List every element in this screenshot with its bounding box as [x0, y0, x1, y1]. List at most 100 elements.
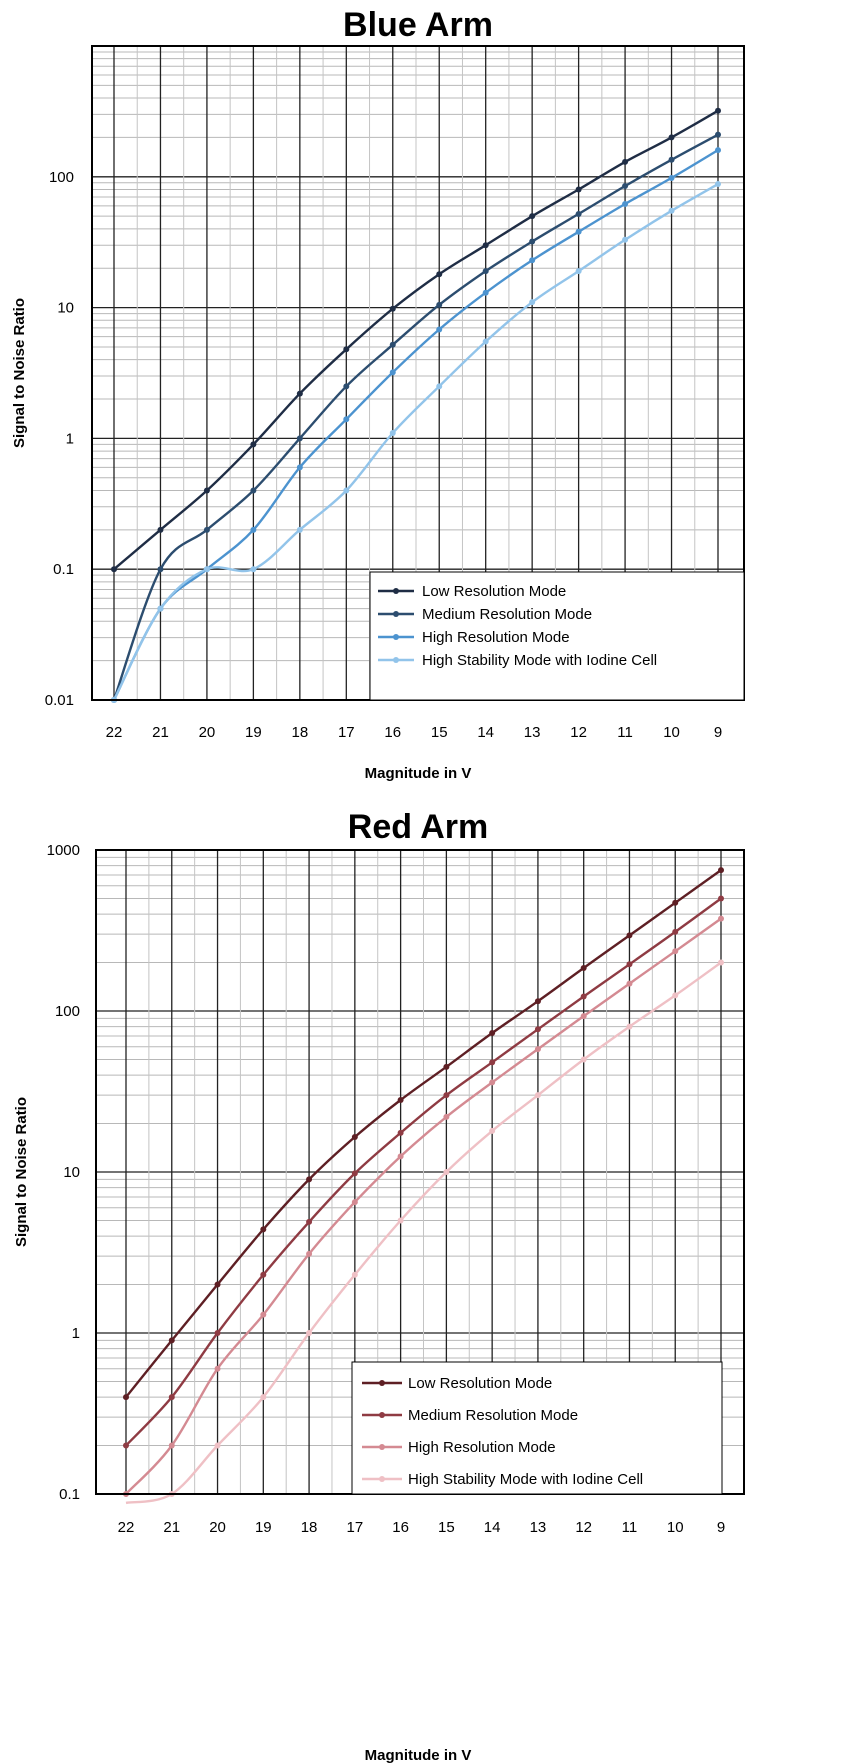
data-point: [443, 1063, 450, 1070]
data-point: [580, 993, 587, 1000]
data-point: [389, 305, 396, 312]
y-axis-label: Signal to Noise Ratio: [13, 1097, 30, 1247]
data-point: [622, 158, 629, 165]
data-point: [436, 326, 443, 333]
legend-box: [351, 1361, 723, 1495]
data-point: [351, 1271, 358, 1278]
data-point: [168, 1442, 175, 1449]
data-point: [580, 1013, 587, 1020]
legend-entry: High Resolution Mode: [378, 629, 570, 646]
legend-box: [369, 571, 745, 701]
data-point: [482, 338, 489, 345]
legend-entry: High Resolution Mode: [362, 1439, 556, 1456]
data-point: [157, 526, 164, 533]
data-point: [672, 899, 679, 906]
data-point: [250, 566, 257, 573]
data-point: [672, 948, 679, 955]
y-tick-label: 0.01: [45, 692, 74, 709]
data-point: [343, 346, 350, 353]
data-point: [123, 1442, 129, 1449]
y-tick-label: 1000: [47, 842, 80, 859]
x-tick-label: 20: [199, 724, 216, 741]
data-point: [626, 980, 633, 987]
data-point: [575, 228, 582, 235]
data-point: [715, 181, 721, 188]
data-point: [489, 1059, 496, 1066]
y-axis-label: Signal to Noise Ratio: [11, 298, 28, 448]
data-point: [443, 1092, 450, 1099]
data-point: [306, 1330, 313, 1336]
y-tick-label: 1: [66, 430, 74, 447]
data-point: [214, 1442, 221, 1449]
x-tick-label: 19: [245, 724, 262, 741]
data-point: [260, 1311, 267, 1318]
data-point: [111, 566, 117, 573]
data-point: [534, 1046, 541, 1053]
data-point: [343, 383, 350, 390]
data-point: [168, 1337, 175, 1344]
x-tick-label: 12: [575, 1519, 592, 1536]
data-point: [622, 183, 629, 190]
data-point: [715, 147, 721, 154]
data-point: [389, 369, 396, 376]
x-tick-label: 10: [663, 724, 680, 741]
data-point: [482, 242, 489, 249]
data-point: [214, 1365, 221, 1372]
x-tick-label: 21: [163, 1519, 180, 1536]
x-tick-label: 14: [477, 724, 494, 741]
data-point: [250, 526, 257, 533]
data-point: [489, 1030, 496, 1037]
series-line-4: [125, 961, 722, 1505]
x-tick-label: 17: [347, 1519, 364, 1536]
data-point: [397, 1097, 404, 1104]
data-point: [718, 915, 724, 922]
series-line-2: [112, 133, 719, 701]
data-point: [668, 207, 675, 214]
legend-entry: Medium Resolution Mode: [378, 606, 592, 623]
legend-marker: [393, 611, 399, 617]
legend-marker: [393, 588, 399, 594]
x-tick-label: 13: [524, 724, 541, 741]
legend-entry: Medium Resolution Mode: [362, 1407, 578, 1424]
data-point: [260, 1226, 267, 1233]
data-point: [575, 210, 582, 217]
x-tick-label: 12: [570, 724, 587, 741]
data-point: [626, 932, 633, 939]
data-point: [436, 271, 443, 278]
data-point: [668, 156, 675, 163]
data-point: [443, 1113, 450, 1120]
x-tick-label: 9: [714, 724, 722, 741]
legend-entry: Low Resolution Mode: [378, 583, 566, 600]
data-point: [718, 959, 724, 966]
x-tick-label: 15: [438, 1519, 455, 1536]
y-tick-label: 100: [55, 1003, 80, 1020]
data-point: [203, 526, 210, 533]
legend-entry: Low Resolution Mode: [362, 1375, 552, 1392]
data-point: [397, 1217, 404, 1224]
y-tick-label: 0.1: [59, 1486, 80, 1503]
data-point: [580, 964, 587, 971]
data-point: [715, 107, 721, 114]
data-point: [622, 236, 629, 243]
x-tick-label: 19: [255, 1519, 272, 1536]
data-point: [443, 1169, 450, 1175]
data-point: [203, 566, 210, 573]
data-point: [157, 605, 164, 612]
legend-label: Medium Resolution Mode: [422, 606, 592, 623]
data-point: [343, 487, 350, 494]
data-point: [343, 416, 350, 423]
legend-marker: [393, 634, 399, 640]
data-point: [351, 1133, 358, 1140]
data-point: [672, 928, 679, 935]
x-tick-label: 22: [106, 724, 123, 741]
data-point: [260, 1394, 267, 1401]
legend-label: High Stability Mode with Iodine Cell: [422, 652, 657, 669]
data-point: [250, 441, 257, 448]
legend-marker: [379, 1444, 385, 1450]
x-tick-label: 9: [717, 1519, 725, 1536]
legend: Low Resolution Mode Medium Resolution Mod…: [351, 1361, 723, 1495]
x-axis-label: Magnitude in V: [365, 765, 472, 782]
data-point: [436, 301, 443, 308]
x-tick-label: 13: [530, 1519, 547, 1536]
